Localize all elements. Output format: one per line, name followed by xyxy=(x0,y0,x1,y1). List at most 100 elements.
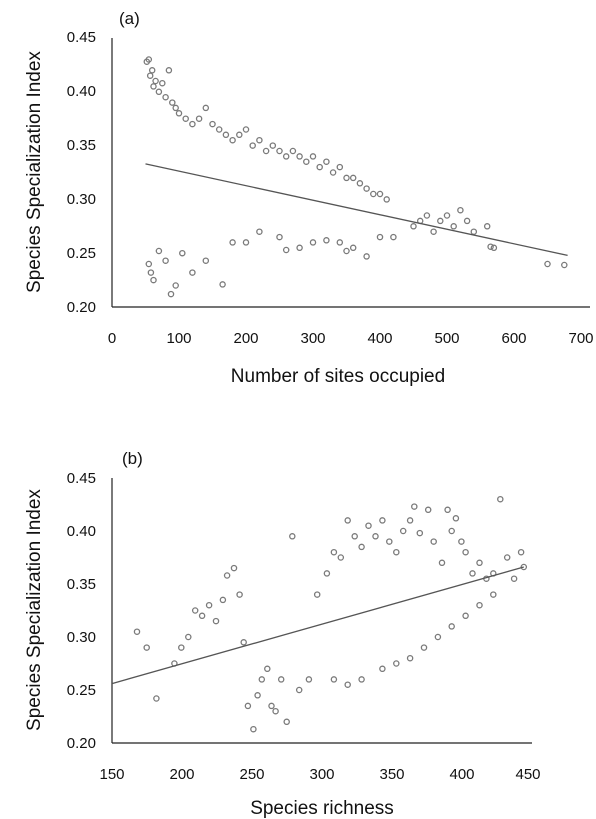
panel-a-data-point xyxy=(202,104,210,112)
panel-a-data-point xyxy=(179,249,186,257)
panel-a-data-point xyxy=(165,67,173,74)
panel-b-x-tick-label: 400 xyxy=(449,766,474,783)
panel-a-data-point xyxy=(145,56,153,63)
panel-b-data-point xyxy=(323,570,331,577)
panel-b-data-point xyxy=(223,572,231,579)
panel-b-points xyxy=(133,495,528,733)
panel-a-data-point xyxy=(450,223,457,230)
panel-a-data-point xyxy=(152,77,159,85)
panel-a-data-point xyxy=(172,282,179,289)
panel-b-x-tick-label: 300 xyxy=(309,766,334,783)
panel-b-data-point xyxy=(497,495,504,503)
panel-b-y-tick-label: 0.45 xyxy=(67,470,96,487)
panel-b-data-point xyxy=(295,686,303,694)
panel-a-x-tick-label: 500 xyxy=(434,330,459,347)
panel-a-data-point xyxy=(276,233,283,241)
panel-a-data-point xyxy=(175,110,183,117)
panel-a-data-point xyxy=(242,239,250,246)
panel-a-data-point xyxy=(172,104,179,112)
panel-b-data-point xyxy=(452,515,460,522)
panel-a-data-point xyxy=(370,190,377,198)
panel-b-y-tick-label: 0.35 xyxy=(67,576,96,593)
panel-b-data-point xyxy=(458,538,465,545)
panel-b-data-point xyxy=(254,692,261,699)
panel-b-y-tick-labels: 0.20 0.25 0.30 0.35 0.40 0.45 xyxy=(67,470,96,752)
panel-b-data-point xyxy=(476,559,483,567)
panel-a-data-point xyxy=(145,260,153,268)
panel-a-x-tick-label: 700 xyxy=(568,330,593,347)
panel-a-data-point xyxy=(336,239,344,246)
panel-a-data-point xyxy=(276,147,283,155)
panel-a-data-point xyxy=(349,244,357,252)
panel-a-data-point xyxy=(363,253,370,260)
panel-a-data-point xyxy=(155,247,163,255)
panel-a-points xyxy=(143,56,568,298)
panel-a-data-point xyxy=(189,269,196,276)
panel-a-y-tick-label: 0.25 xyxy=(67,245,96,262)
panel-b-data-point xyxy=(289,533,296,540)
panel-b-y-tick-label: 0.40 xyxy=(67,523,96,540)
panel-b-data-point xyxy=(185,633,192,641)
panel-a-data-point xyxy=(376,190,384,198)
panel-a-data-point xyxy=(329,169,337,176)
panel-a-y-tick-label: 0.20 xyxy=(67,299,96,316)
panel-a-data-point xyxy=(561,261,568,269)
panel-b-y-tick-label: 0.25 xyxy=(67,682,96,699)
panel-b-data-point xyxy=(520,563,528,571)
panel-b-data-point xyxy=(272,707,279,715)
panel-a: (a) Species Specialization Index 0.20 0.… xyxy=(24,9,594,387)
panel-b-data-point xyxy=(379,517,386,524)
panel-a-data-point xyxy=(316,163,323,171)
panel-b-label: (b) xyxy=(122,449,143,468)
panel-a-data-point xyxy=(309,153,317,160)
panel-b-y-axis-title: Species Specialization Index xyxy=(24,489,45,731)
panel-b-data-point xyxy=(219,596,227,604)
panel-a-y-tick-label: 0.30 xyxy=(67,191,96,208)
panel-a-data-point xyxy=(219,281,226,288)
panel-b-data-point xyxy=(469,570,476,577)
panel-a-data-point xyxy=(487,243,494,250)
panel-a-data-point xyxy=(150,276,157,284)
panel-b-trend-line xyxy=(111,566,524,685)
panel-b-data-point xyxy=(358,543,365,551)
panel-a-data-point xyxy=(356,180,364,187)
panel-b-x-tick-label: 200 xyxy=(169,766,194,783)
panel-a-data-point xyxy=(470,228,478,235)
panel-b-data-point xyxy=(393,548,400,556)
panel-a-data-point xyxy=(363,185,370,192)
panel-b-data-point xyxy=(393,660,400,667)
panel-b-data-point xyxy=(372,533,379,540)
panel-a-data-point xyxy=(343,174,350,182)
panel-b-data-point xyxy=(490,591,497,598)
panel-a-data-point xyxy=(457,206,464,214)
panel-a-data-point xyxy=(262,147,270,155)
panel-b-data-point xyxy=(264,665,271,673)
panel-a-data-point xyxy=(289,147,297,155)
panel-a-data-point xyxy=(349,174,357,182)
panel-b-data-point xyxy=(386,538,393,545)
panel-b-data-point xyxy=(476,601,483,609)
panel-a-trend xyxy=(145,163,568,257)
panel-a-x-tick-label: 400 xyxy=(367,330,392,347)
panel-a-y-tick-label: 0.45 xyxy=(67,29,96,46)
panel-a-y-tick-labels: 0.20 0.25 0.30 0.35 0.40 0.45 xyxy=(67,29,96,316)
panel-a-data-point xyxy=(490,244,498,252)
panel-a-data-point xyxy=(215,126,223,133)
panel-b-data-point xyxy=(358,676,365,683)
panel-a-data-point xyxy=(229,239,236,246)
panel-b-data-point xyxy=(191,607,199,614)
panel-a-data-point xyxy=(236,131,243,139)
panel-a-data-point xyxy=(343,247,350,255)
panel-a-data-point xyxy=(242,126,250,133)
panel-a-data-point xyxy=(296,244,303,252)
panel-b-data-point xyxy=(330,676,338,683)
panel-a-data-point xyxy=(390,233,397,241)
panel-a-data-point xyxy=(269,142,277,149)
panel-b-data-point xyxy=(351,533,358,540)
panel-a-data-point xyxy=(323,237,330,244)
panel-b-data-point xyxy=(438,559,446,567)
panel-b-y-tick-label: 0.30 xyxy=(67,629,96,646)
panel-b-data-point xyxy=(313,591,321,598)
panel-a-data-point xyxy=(229,136,236,144)
panel-b-data-point xyxy=(416,529,424,537)
